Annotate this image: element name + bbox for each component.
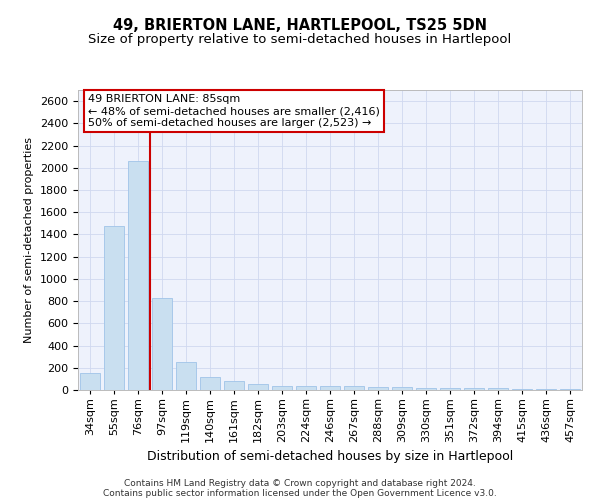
- Bar: [560, 389, 580, 390]
- Bar: [344, 386, 364, 390]
- Bar: [296, 386, 316, 390]
- Bar: [224, 381, 244, 390]
- Bar: [80, 374, 100, 390]
- Bar: [488, 388, 508, 390]
- Text: Contains HM Land Registry data © Crown copyright and database right 2024.: Contains HM Land Registry data © Crown c…: [124, 478, 476, 488]
- Bar: [152, 298, 172, 390]
- Text: Contains public sector information licensed under the Open Government Licence v3: Contains public sector information licen…: [103, 488, 497, 498]
- Bar: [536, 389, 556, 390]
- Bar: [104, 226, 124, 390]
- Bar: [464, 388, 484, 390]
- Text: 49, BRIERTON LANE, HARTLEPOOL, TS25 5DN: 49, BRIERTON LANE, HARTLEPOOL, TS25 5DN: [113, 18, 487, 32]
- X-axis label: Distribution of semi-detached houses by size in Hartlepool: Distribution of semi-detached houses by …: [147, 450, 513, 464]
- Bar: [176, 362, 196, 390]
- Bar: [272, 386, 292, 390]
- Bar: [200, 377, 220, 390]
- Bar: [416, 388, 436, 390]
- Bar: [392, 387, 412, 390]
- Bar: [320, 386, 340, 390]
- Text: Size of property relative to semi-detached houses in Hartlepool: Size of property relative to semi-detach…: [88, 32, 512, 46]
- Bar: [368, 386, 388, 390]
- Bar: [128, 161, 148, 390]
- Bar: [248, 384, 268, 390]
- Bar: [440, 388, 460, 390]
- Text: 49 BRIERTON LANE: 85sqm
← 48% of semi-detached houses are smaller (2,416)
50% of: 49 BRIERTON LANE: 85sqm ← 48% of semi-de…: [88, 94, 380, 128]
- Y-axis label: Number of semi-detached properties: Number of semi-detached properties: [25, 137, 34, 343]
- Bar: [512, 389, 532, 390]
